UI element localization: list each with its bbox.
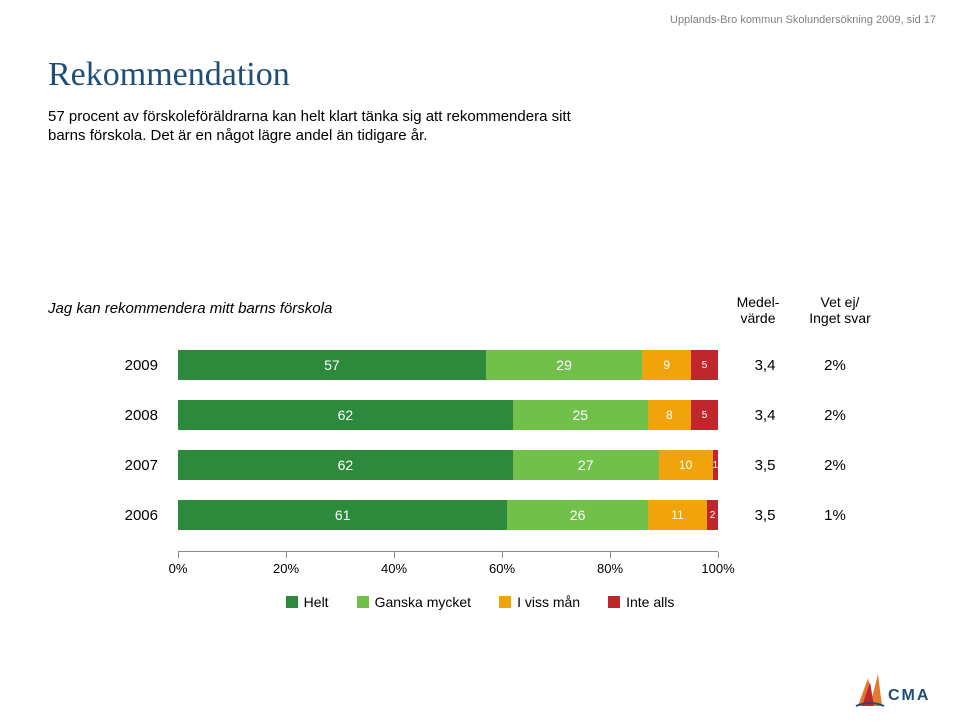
description-text: 57 procent av förskoleföräldrarna kan he… — [48, 108, 608, 146]
bar-segment: 2 — [707, 500, 718, 530]
x-tick — [610, 552, 611, 558]
bar-area: 6227101 — [178, 450, 718, 480]
x-tick-label: 100% — [701, 561, 734, 576]
x-tick-label: 80% — [597, 561, 623, 576]
chart-row: 2006 6126112 3,5 1% — [48, 490, 908, 540]
bar-segment: 62 — [178, 450, 513, 480]
vetej-value: 1% — [810, 490, 860, 540]
bar-segment: 29 — [486, 350, 643, 380]
bar-segment: 5 — [691, 400, 718, 430]
legend-swatch — [286, 596, 298, 608]
legend-swatch — [608, 596, 620, 608]
bar-segment: 25 — [513, 400, 648, 430]
x-axis-line — [178, 551, 718, 552]
medel-value: 3,4 — [740, 390, 790, 440]
bar-area: 622585 — [178, 400, 718, 430]
legend-label: Inte alls — [626, 594, 674, 610]
medel-value: 3,5 — [740, 440, 790, 490]
medel-value: 3,4 — [740, 340, 790, 390]
x-tick — [502, 552, 503, 558]
year-label: 2008 — [48, 390, 168, 440]
year-label: 2006 — [48, 490, 168, 540]
bar-area: 572995 — [178, 350, 718, 380]
bar-segment: 27 — [513, 450, 659, 480]
x-tick — [394, 552, 395, 558]
bar-segment: 10 — [659, 450, 713, 480]
chart-row: 2008 622585 3,4 2% — [48, 390, 908, 440]
legend-swatch — [499, 596, 511, 608]
bar-segment: 26 — [507, 500, 647, 530]
x-tick-label: 0% — [169, 561, 188, 576]
vetej-value: 2% — [810, 440, 860, 490]
bar-segment: 9 — [642, 350, 691, 380]
legend-item: Inte alls — [608, 594, 674, 610]
legend-item: Ganska mycket — [357, 594, 471, 610]
question-label: Jag kan rekommendera mitt barns förskola — [48, 300, 332, 317]
legend-label: Helt — [304, 594, 329, 610]
vetej-value: 2% — [810, 390, 860, 440]
bar-segment: 57 — [178, 350, 486, 380]
legend-label: Ganska mycket — [375, 594, 471, 610]
column-header-vetej: Vet ej/Inget svar — [800, 294, 880, 326]
x-tick-label: 60% — [489, 561, 515, 576]
page-header-note: Upplands-Bro kommun Skolundersökning 200… — [670, 14, 936, 26]
page-title: Rekommendation — [48, 56, 290, 94]
column-header-medel: Medel-värde — [728, 294, 788, 326]
bar-segment: 61 — [178, 500, 507, 530]
x-axis: 0%20%40%60%80%100% — [178, 540, 718, 570]
year-label: 2009 — [48, 340, 168, 390]
bar-segment: 11 — [648, 500, 707, 530]
bar-area: 6126112 — [178, 500, 718, 530]
x-tick — [718, 552, 719, 558]
legend-item: Helt — [286, 594, 329, 610]
chart-row: 2007 6227101 3,5 2% — [48, 440, 908, 490]
legend-swatch — [357, 596, 369, 608]
cma-logo: CMA — [854, 670, 940, 710]
legend-label: I viss mån — [517, 594, 580, 610]
logo-text: CMA — [888, 687, 930, 704]
bar-segment: 62 — [178, 400, 513, 430]
x-tick — [286, 552, 287, 558]
bar-segment: 8 — [648, 400, 691, 430]
medel-value: 3,5 — [740, 490, 790, 540]
bar-segment: 1 — [713, 450, 718, 480]
legend-item: I viss mån — [499, 594, 580, 610]
x-tick-label: 20% — [273, 561, 299, 576]
chart-legend: Helt Ganska mycket I viss mån Inte alls — [210, 594, 750, 610]
chart-row: 2009 572995 3,4 2% — [48, 340, 908, 390]
year-label: 2007 — [48, 440, 168, 490]
vetej-value: 2% — [810, 340, 860, 390]
bar-segment: 5 — [691, 350, 718, 380]
stacked-bar-chart: 20095729953,42%20086225853,42%2007622710… — [48, 340, 908, 540]
x-tick — [178, 552, 179, 558]
x-tick-label: 40% — [381, 561, 407, 576]
